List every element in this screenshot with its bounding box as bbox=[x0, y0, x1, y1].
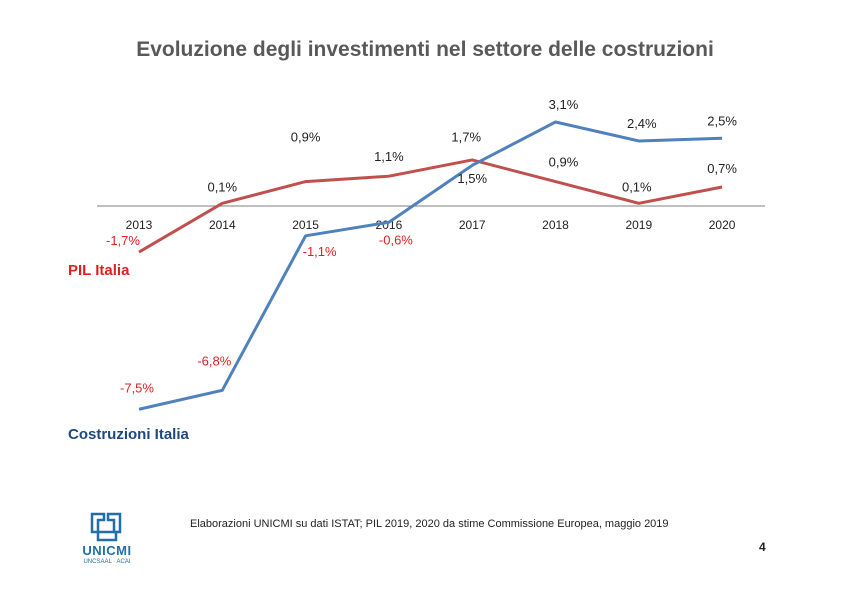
data-label: 2,4% bbox=[627, 116, 657, 131]
logo-name: UNICMI bbox=[82, 543, 132, 558]
data-label: 1,7% bbox=[451, 129, 481, 144]
source-note: Elaborazioni UNICMI su dati ISTAT; PIL 2… bbox=[190, 518, 669, 530]
x-tick-labels: 2013 2014 2015 2016 2017 2018 2019 2020 bbox=[126, 218, 736, 232]
data-label: 2,5% bbox=[707, 113, 737, 128]
data-label: 0,1% bbox=[622, 179, 652, 194]
x-tick-label: 2015 bbox=[292, 218, 319, 232]
logo-mark-icon bbox=[90, 512, 122, 542]
x-tick-label: 2020 bbox=[709, 218, 736, 232]
x-tick-label: 2013 bbox=[126, 218, 153, 232]
data-label: 0,9% bbox=[549, 155, 579, 170]
series-name-costruzioni: Costruzioni Italia bbox=[68, 426, 190, 443]
x-tick-label: 2019 bbox=[625, 218, 652, 232]
x-tick-label: 2017 bbox=[459, 218, 486, 232]
data-label: 1,5% bbox=[457, 171, 487, 186]
data-label: 1,1% bbox=[374, 149, 404, 164]
data-label: -1,7% bbox=[106, 233, 140, 248]
series-line-pil bbox=[138, 158, 723, 254]
data-label: -0,6% bbox=[379, 232, 413, 247]
chart-title: Evoluzione degli investimenti nel settor… bbox=[136, 38, 714, 61]
series-name-pil: PIL Italia bbox=[68, 262, 130, 279]
x-tick-label: 2018 bbox=[542, 218, 569, 232]
series-lines bbox=[138, 120, 723, 411]
page-number: 4 bbox=[759, 540, 766, 554]
data-labels: -1,7% 0,1% 0,9% 1,1% 1,5% 0,9% 0,1% 0,7% -7,5% -6… bbox=[106, 97, 737, 395]
unicmi-logo: UNICMI UNCSAAL · ACAI bbox=[74, 510, 140, 570]
x-tick-label: 2016 bbox=[376, 218, 403, 232]
logo-subtitle: UNCSAAL · ACAI bbox=[83, 559, 131, 565]
data-label: -6,8% bbox=[197, 353, 231, 368]
series-line-costruzioni bbox=[138, 120, 723, 411]
data-label: 0,7% bbox=[707, 161, 737, 176]
data-label: 0,1% bbox=[207, 179, 237, 194]
x-tick-label: 2014 bbox=[209, 218, 236, 232]
data-label: 0,9% bbox=[291, 130, 321, 145]
data-label: -1,1% bbox=[303, 244, 337, 259]
data-label: -7,5% bbox=[120, 380, 154, 395]
data-label: 3,1% bbox=[549, 97, 579, 112]
